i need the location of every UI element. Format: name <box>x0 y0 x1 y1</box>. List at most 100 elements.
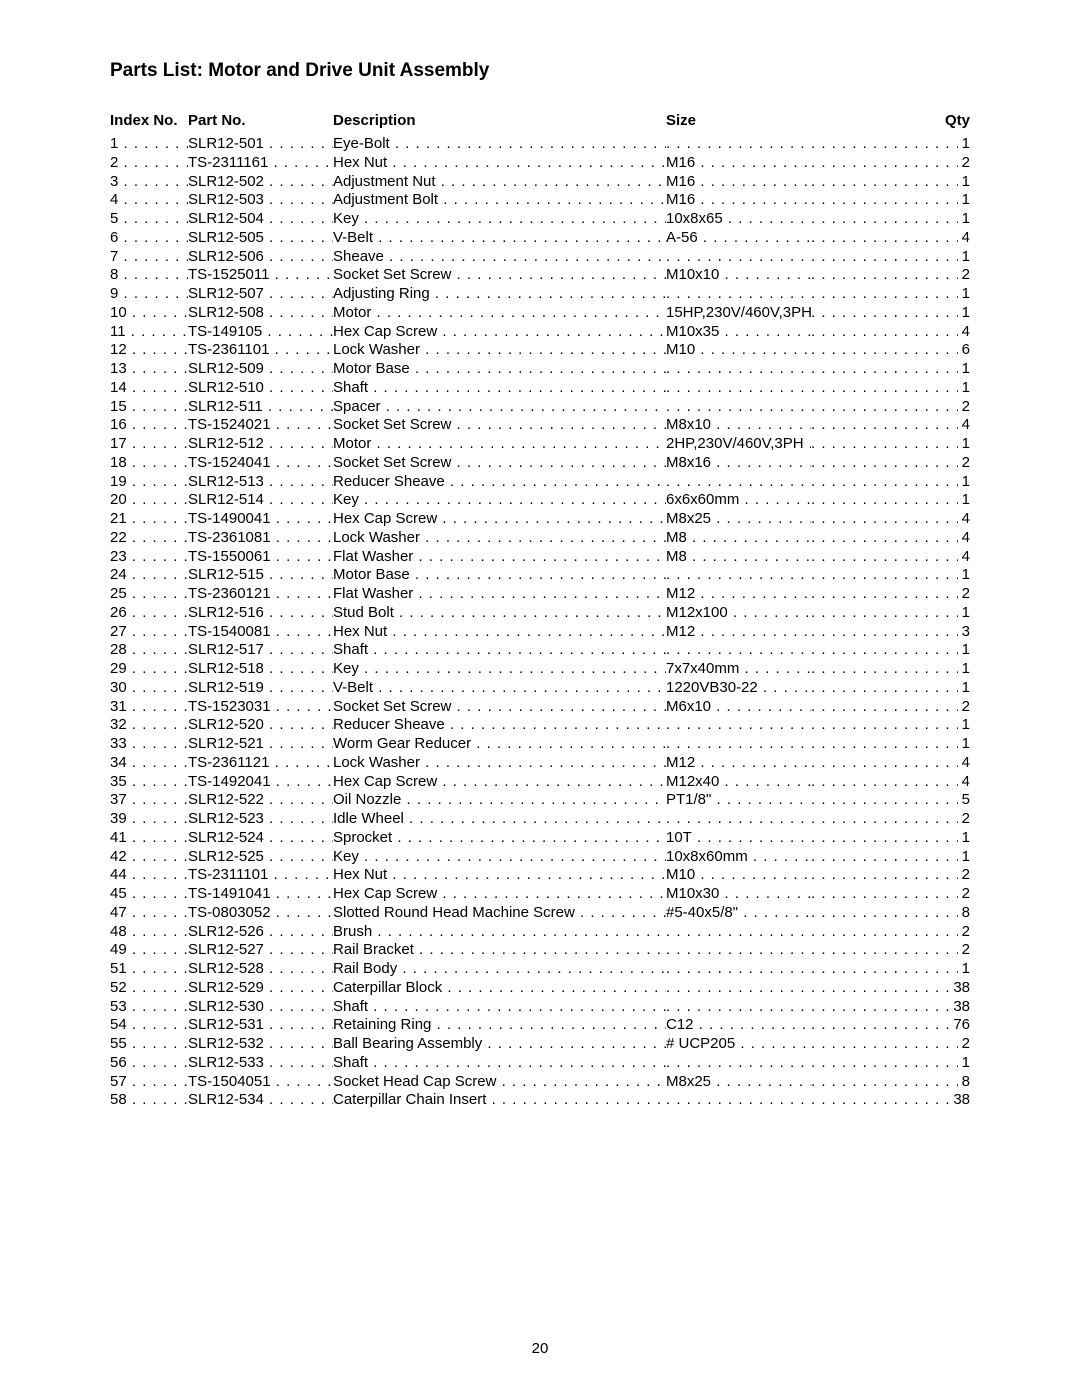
table-row: 30SLR12-519V-Belt1220VB30-221 <box>110 679 970 698</box>
cell-description: Brush <box>333 923 666 942</box>
cell-partno: TS-2360121 <box>188 585 333 604</box>
cell-size: 10x8x60mm <box>666 848 811 867</box>
cell-description: Adjustment Nut <box>333 173 666 192</box>
cell-size <box>666 923 811 942</box>
cell-index: 44 <box>110 866 188 885</box>
cell-description: V-Belt <box>333 679 666 698</box>
leader-dots <box>811 810 958 829</box>
table-row: 31TS-1523031Socket Set ScrewM6x102 <box>110 698 970 717</box>
qty-value: 1 <box>958 716 970 735</box>
cell-size <box>666 960 811 979</box>
qty-value: 1 <box>958 641 970 660</box>
table-row: 9SLR12-507Adjusting Ring1 <box>110 285 970 304</box>
cell-qty: 38 <box>811 1091 970 1110</box>
cell-qty: 1 <box>811 379 970 398</box>
cell-index: 57 <box>110 1073 188 1092</box>
cell-partno: SLR12-526 <box>188 923 333 942</box>
qty-value: 2 <box>958 698 970 717</box>
cell-partno: SLR12-501 <box>188 135 333 154</box>
leader-dots <box>811 960 958 979</box>
cell-index: 37 <box>110 791 188 810</box>
qty-value: 1 <box>958 735 970 754</box>
cell-index: 3 <box>110 173 188 192</box>
cell-description: Ball Bearing Assembly <box>333 1035 666 1054</box>
qty-value: 4 <box>958 548 970 567</box>
cell-size <box>666 998 811 1017</box>
cell-partno: SLR12-521 <box>188 735 333 754</box>
cell-partno: SLR12-502 <box>188 173 333 192</box>
qty-value: 8 <box>958 904 970 923</box>
cell-size: M10x10 <box>666 266 811 285</box>
table-row: 24SLR12-515Motor Base1 <box>110 566 970 585</box>
header-partno: Part No. <box>188 112 333 129</box>
leader-dots <box>811 585 958 604</box>
leader-dots <box>811 1035 958 1054</box>
leader-dots <box>811 1091 949 1110</box>
cell-description: Adjusting Ring <box>333 285 666 304</box>
table-row: 51SLR12-528Rail Body1 <box>110 960 970 979</box>
qty-value: 1 <box>958 285 970 304</box>
table-row: 10SLR12-508Motor15HP,230V/460V,3PH1 <box>110 304 970 323</box>
cell-index: 24 <box>110 566 188 585</box>
cell-description: Spacer <box>333 398 666 417</box>
cell-qty: 2 <box>811 398 970 417</box>
table-row: 21TS-1490041Hex Cap ScrewM8x254 <box>110 510 970 529</box>
cell-qty: 76 <box>811 1016 970 1035</box>
leader-dots <box>811 885 958 904</box>
cell-description: Lock Washer <box>333 341 666 360</box>
table-row: 11TS-149105Hex Cap ScrewM10x354 <box>110 323 970 342</box>
header-qty: Qty <box>811 112 970 129</box>
cell-partno: SLR12-509 <box>188 360 333 379</box>
cell-qty: 1 <box>811 135 970 154</box>
qty-value: 1 <box>958 135 970 154</box>
cell-size <box>666 398 811 417</box>
leader-dots <box>811 398 958 417</box>
cell-qty: 2 <box>811 885 970 904</box>
cell-qty: 1 <box>811 435 970 454</box>
table-row: 29SLR12-518Key7x7x40mm1 <box>110 660 970 679</box>
cell-qty: 4 <box>811 416 970 435</box>
leader-dots <box>811 566 958 585</box>
table-row: 1SLR12-501Eye-Bolt1 <box>110 135 970 154</box>
cell-partno: SLR12-507 <box>188 285 333 304</box>
leader-dots <box>811 623 958 642</box>
cell-index: 19 <box>110 473 188 492</box>
cell-index: 1 <box>110 135 188 154</box>
table-row: 58SLR12-534Caterpillar Chain Insert38 <box>110 1091 970 1110</box>
cell-description: Eye-Bolt <box>333 135 666 154</box>
leader-dots <box>811 660 958 679</box>
qty-value: 1 <box>958 248 970 267</box>
cell-partno: SLR12-522 <box>188 791 333 810</box>
qty-value: 1 <box>958 848 970 867</box>
qty-value: 2 <box>958 941 970 960</box>
cell-size: M12x100 <box>666 604 811 623</box>
cell-qty: 1 <box>811 285 970 304</box>
table-row: 41SLR12-524Sprocket10T1 <box>110 829 970 848</box>
table-row: 7SLR12-506Sheave1 <box>110 248 970 267</box>
table-row: 26SLR12-516Stud BoltM12x1001 <box>110 604 970 623</box>
cell-partno: TS-149105 <box>188 323 333 342</box>
cell-qty: 1 <box>811 191 970 210</box>
table-row: 2TS-2311161Hex NutM162 <box>110 154 970 173</box>
cell-partno: TS-1490041 <box>188 510 333 529</box>
cell-description: Sprocket <box>333 829 666 848</box>
table-row: 17SLR12-512Motor2HP,230V/460V,3PH1 <box>110 435 970 454</box>
cell-description: Shaft <box>333 641 666 660</box>
cell-size <box>666 979 811 998</box>
cell-index: 23 <box>110 548 188 567</box>
cell-partno: SLR12-532 <box>188 1035 333 1054</box>
cell-description: Socket Set Screw <box>333 698 666 717</box>
leader-dots <box>811 266 958 285</box>
qty-value: 1 <box>958 1054 970 1073</box>
leader-dots <box>811 773 958 792</box>
cell-description: Caterpillar Block <box>333 979 666 998</box>
cell-index: 42 <box>110 848 188 867</box>
leader-dots <box>811 135 958 154</box>
cell-index: 13 <box>110 360 188 379</box>
leader-dots <box>811 529 958 548</box>
cell-qty: 6 <box>811 341 970 360</box>
cell-size: M8 <box>666 548 811 567</box>
cell-index: 39 <box>110 810 188 829</box>
cell-description: V-Belt <box>333 229 666 248</box>
cell-size: PT1/8" <box>666 791 811 810</box>
